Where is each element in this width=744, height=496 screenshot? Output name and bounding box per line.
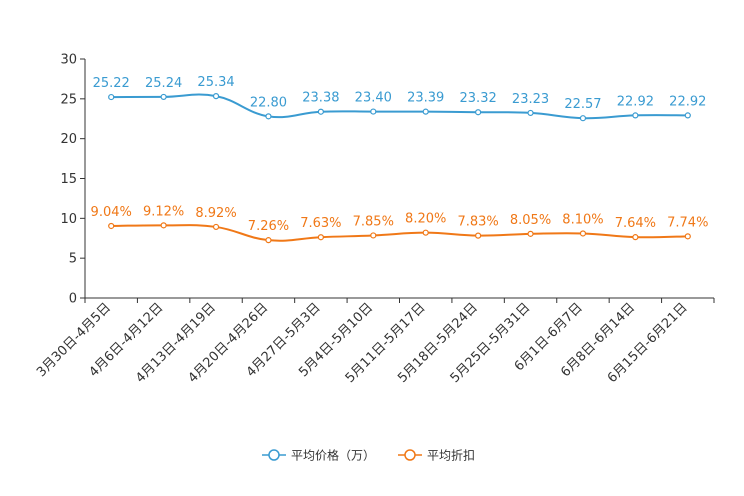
data-label: 23.38 (302, 91, 339, 106)
data-label: 23.32 (460, 91, 497, 106)
series-line-1 (111, 93, 688, 120)
y-tick-label: 30 (60, 53, 77, 68)
data-point (370, 108, 377, 115)
data-label: 22.92 (669, 94, 706, 109)
data-label: 7.63% (300, 216, 341, 231)
data-point (475, 109, 482, 116)
data-label: 25.34 (197, 75, 234, 90)
legend-label: 平均价格（万） (291, 448, 375, 463)
y-tick-label: 20 (60, 132, 77, 147)
chart-legend: 平均价格（万） 平均折扣 (262, 448, 475, 463)
data-label: 7.64% (615, 216, 656, 231)
legend-marker-icon (404, 449, 416, 461)
series-line-2 (111, 224, 688, 242)
data-point (370, 232, 377, 239)
y-tick-label: 5 (69, 252, 77, 267)
data-point (475, 232, 482, 239)
y-tick-label: 25 (60, 92, 77, 107)
data-point (684, 233, 691, 240)
data-point (265, 237, 272, 244)
chart-series: 25.22 25.24 25.34 22.80 23.38 23.40 23.39 23.32… (91, 75, 708, 244)
y-tick-label: 10 (60, 212, 77, 227)
data-label: 7.74% (667, 215, 708, 230)
data-point (422, 229, 429, 236)
data-point (632, 234, 639, 241)
data-label: 8.20% (405, 212, 446, 227)
y-tick-label: 15 (60, 172, 77, 187)
data-point (317, 108, 324, 115)
data-point (108, 93, 115, 101)
data-label: 8.10% (562, 212, 603, 227)
data-label: 9.04% (91, 205, 132, 220)
data-point (632, 112, 639, 119)
data-label: 7.85% (353, 214, 394, 229)
data-label: 22.92 (617, 94, 654, 109)
data-label: 23.40 (355, 91, 392, 106)
data-point (160, 93, 167, 101)
data-point (579, 230, 587, 237)
data-label: 25.24 (145, 76, 182, 91)
data-point (422, 108, 429, 115)
data-point (108, 222, 115, 230)
data-label: 23.39 (407, 91, 444, 106)
data-label: 22.80 (250, 95, 287, 110)
data-point (579, 115, 587, 122)
data-point (527, 109, 534, 117)
data-label: 25.22 (93, 76, 130, 91)
data-label: 8.92% (195, 206, 236, 221)
data-point (212, 93, 220, 100)
data-label: 7.83% (457, 215, 498, 230)
data-label: 23.23 (512, 92, 549, 107)
data-label: 9.12% (143, 204, 184, 219)
data-point (684, 112, 691, 119)
data-label: 22.57 (564, 97, 601, 112)
data-label: 7.26% (248, 219, 289, 234)
legend-label: 平均折扣 (427, 448, 475, 463)
y-tick-label: 0 (69, 292, 77, 307)
data-label: 8.05% (510, 213, 551, 228)
data-point (160, 222, 167, 229)
data-point (527, 230, 534, 237)
data-point (265, 113, 272, 120)
data-point (317, 234, 324, 241)
legend-marker-icon (268, 449, 280, 461)
data-point (212, 223, 220, 231)
